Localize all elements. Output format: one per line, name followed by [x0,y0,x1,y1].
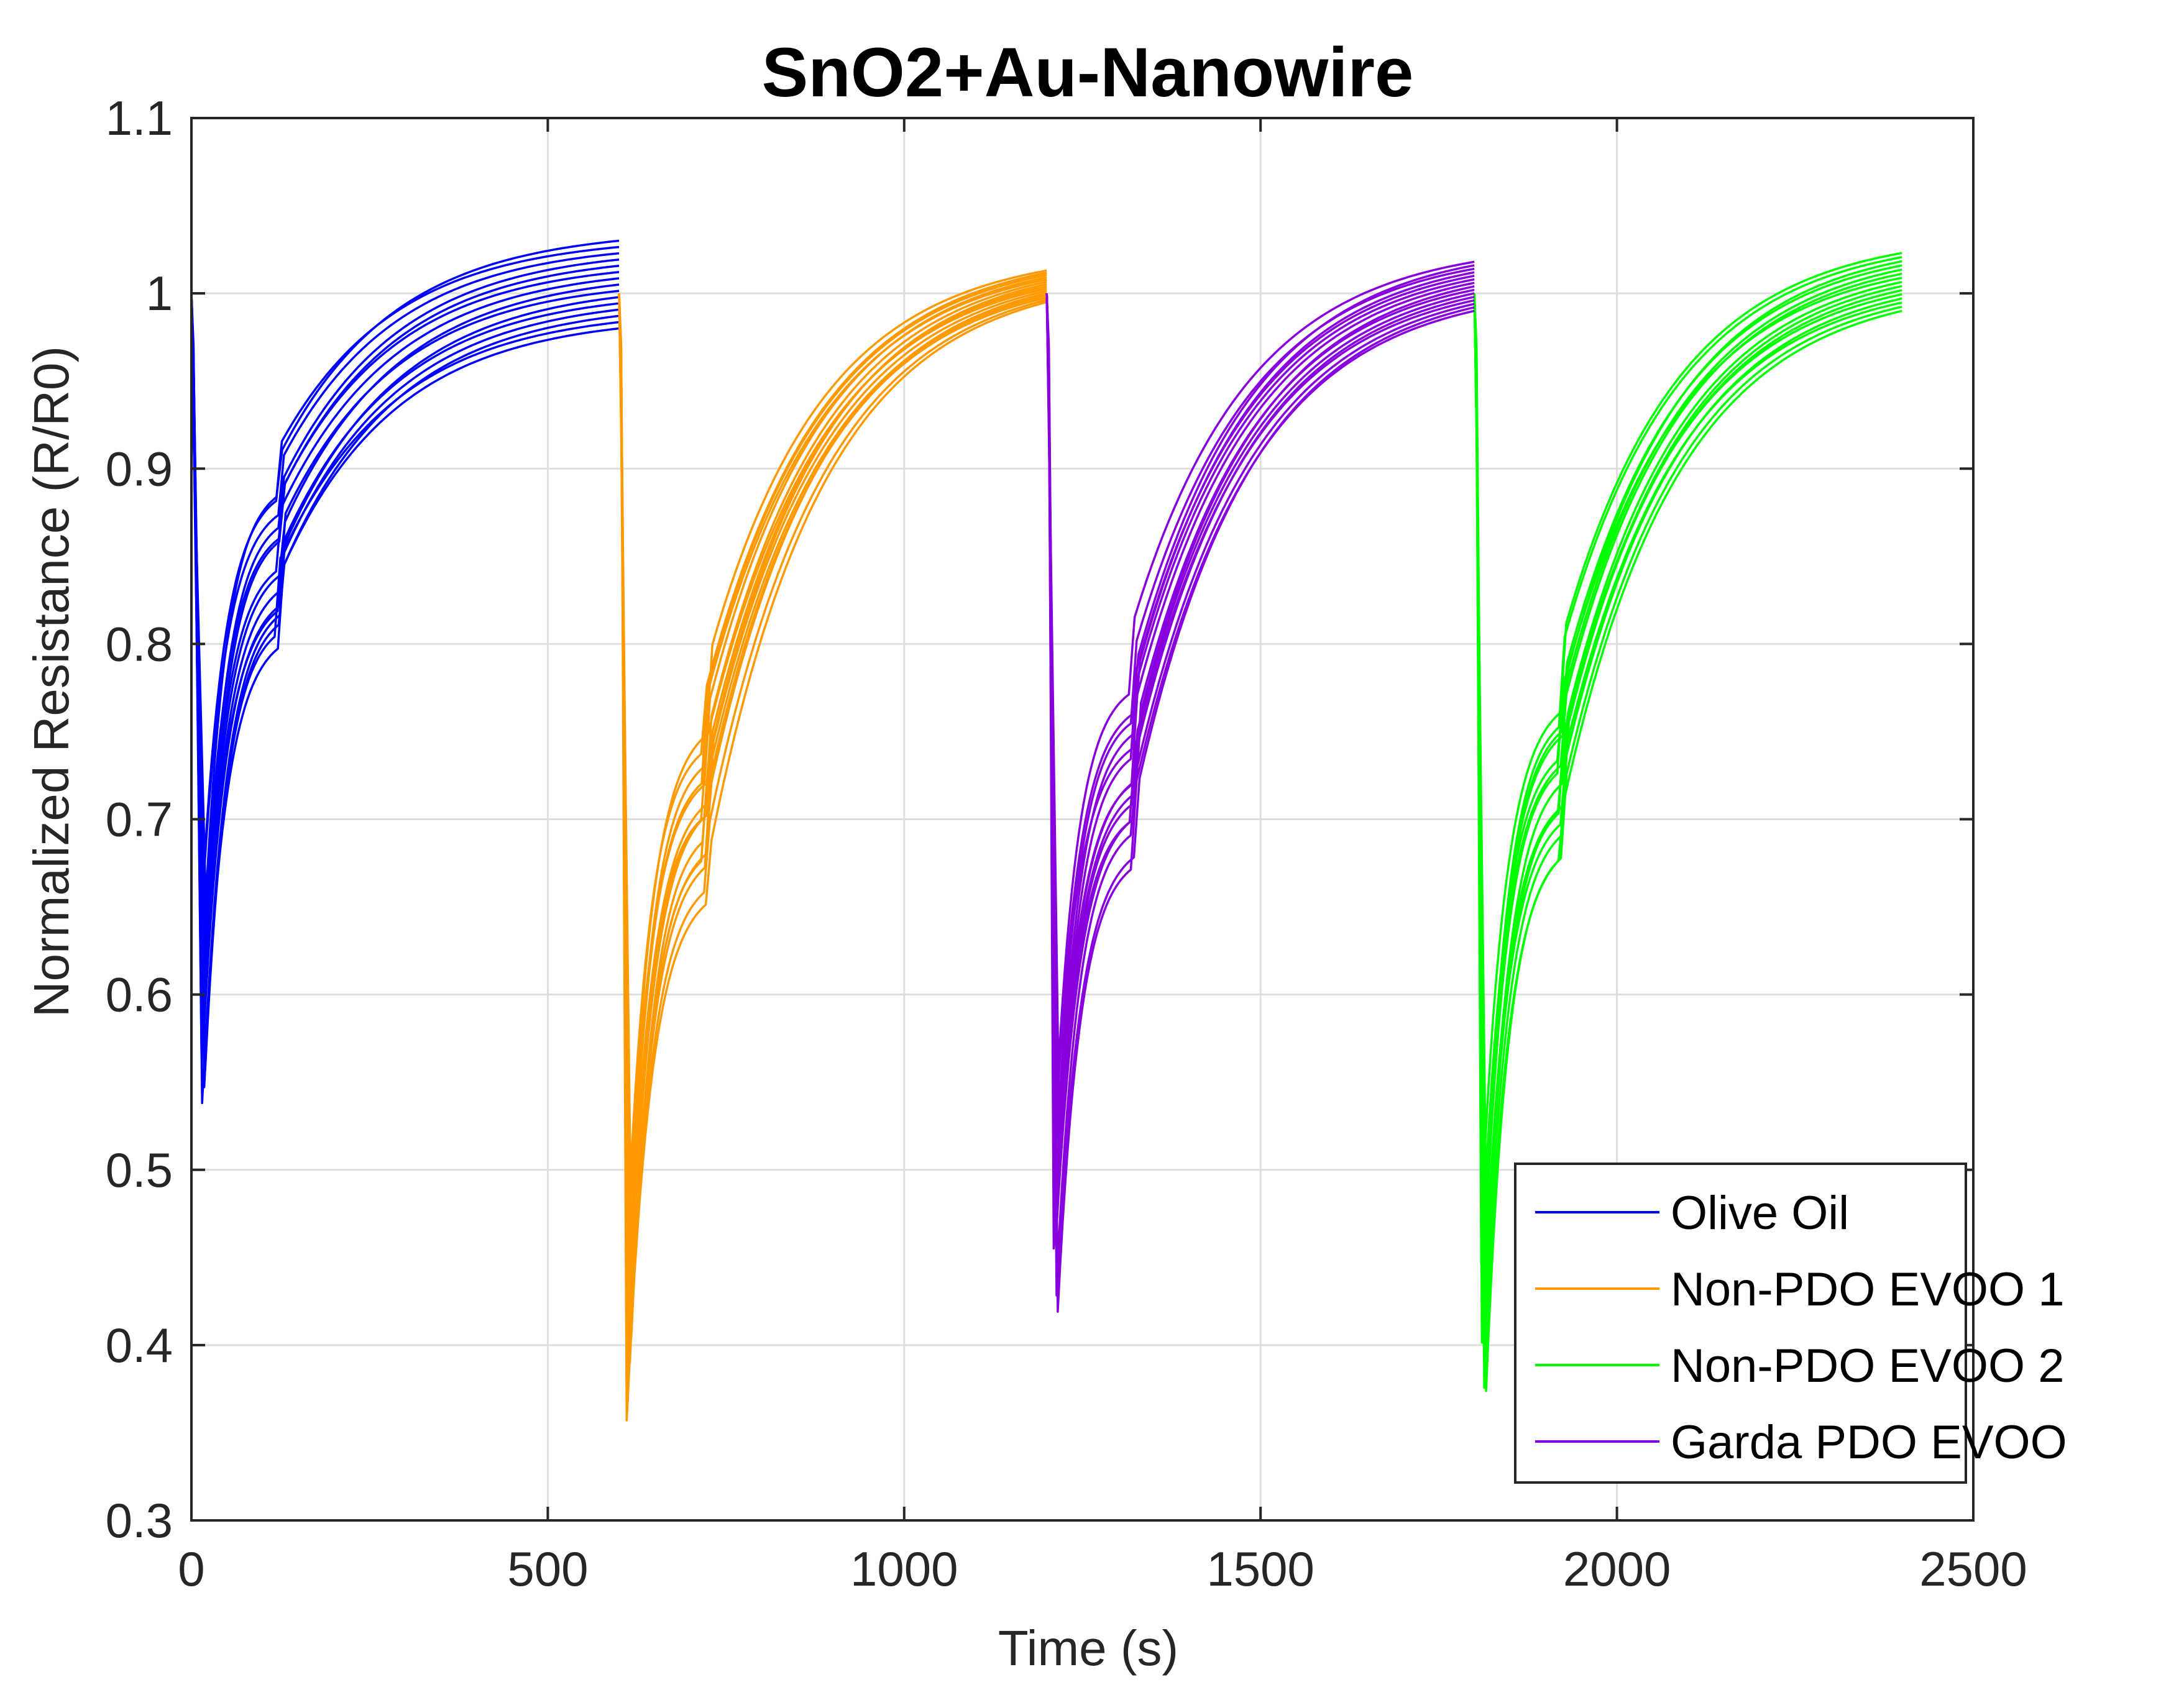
series-curve [190,271,620,958]
x-tick-label: 2500 [1919,1542,2027,1596]
series-curve [618,293,1047,1405]
series-curve [1045,293,1475,1246]
series-curve [190,239,620,902]
series-curve [1045,293,1475,1268]
legend-entry: Olive Oil [1671,1187,1849,1240]
series-non-pdo-evoo-1 [618,269,1047,1422]
y-tick-label: 0.8 [106,616,173,671]
series-curve [1473,268,1902,1259]
y-tick-label: 0.7 [106,792,173,847]
series-curve [618,290,1047,1338]
x-tick-label: 1500 [1206,1542,1315,1596]
series-curve [190,293,620,1072]
x-tick-label: 500 [507,1542,588,1596]
y-tick-label: 1 [146,266,173,321]
series-curve [1473,293,1902,1359]
series-curve [1045,281,1475,1200]
series-curve [1473,252,1902,1195]
legend-entry: Non-PDO EVOO 1 [1671,1263,2065,1316]
series-curve [190,293,620,1105]
x-axis-label: Time (s) [998,1620,1178,1676]
series-curve [1473,260,1902,1225]
series-curve [1045,292,1475,1227]
series-curve [1473,256,1902,1215]
series-curve [1045,267,1475,1118]
x-tick-label: 2000 [1563,1542,1671,1596]
series-curve [618,292,1047,1355]
series-curve [618,276,1047,1263]
series-curve [1473,293,1902,1389]
series-curve [618,293,1047,1422]
series-curve [1045,293,1475,1297]
ticks: 0 500 1000 1500 2000 2500 0.3 0.4 0.5 0.6 0.7 0.8 0.… [106,91,2027,1596]
series-curve [1045,271,1475,1131]
series-curve [1473,281,1902,1290]
series-curve [1473,272,1902,1266]
y-tick-label: 0.3 [106,1493,173,1548]
series-curve [1045,264,1475,1105]
x-tick-label: 0 [178,1542,204,1596]
series-curve [190,252,620,926]
series-curve [618,269,1047,1195]
series-curve [190,293,620,1048]
series-curve [618,285,1047,1303]
series-curve [618,283,1047,1300]
series-curve [190,265,620,962]
y-tick-label: 0.4 [106,1318,173,1373]
series-curve [1045,288,1475,1211]
legend-entry: Non-PDO EVOO 2 [1671,1340,2065,1392]
series-curve [1045,260,1475,1080]
legend: Olive Oil Non-PDO EVOO 1 Non-PDO EVOO 2 Gar… [1514,1163,2067,1484]
legend-entry: Garda PDO EVOO [1671,1416,2067,1469]
series-non-pdo-evoo-2 [1473,252,1902,1392]
series-olive-oil [190,239,620,1105]
y-tick-label: 0.5 [106,1143,173,1197]
series-curve [1473,285,1902,1319]
series-curve [190,258,620,943]
chart-title: SnO2+Au-Nanowire [762,34,1414,111]
series-curve [618,280,1047,1289]
series-curve [190,283,620,1008]
series-garda-pdo-evoo [1045,260,1475,1313]
y-tick-label: 0.9 [106,441,173,496]
y-axis-label: Normalized Resistance (R/R0) [24,346,79,1017]
y-tick-label: 0.6 [106,967,173,1022]
y-tick-label: 1.1 [106,91,173,145]
series-layer [190,239,1902,1422]
x-tick-label: 1000 [850,1542,958,1596]
legend-box [1514,1163,1967,1484]
series-curve [190,277,620,1002]
